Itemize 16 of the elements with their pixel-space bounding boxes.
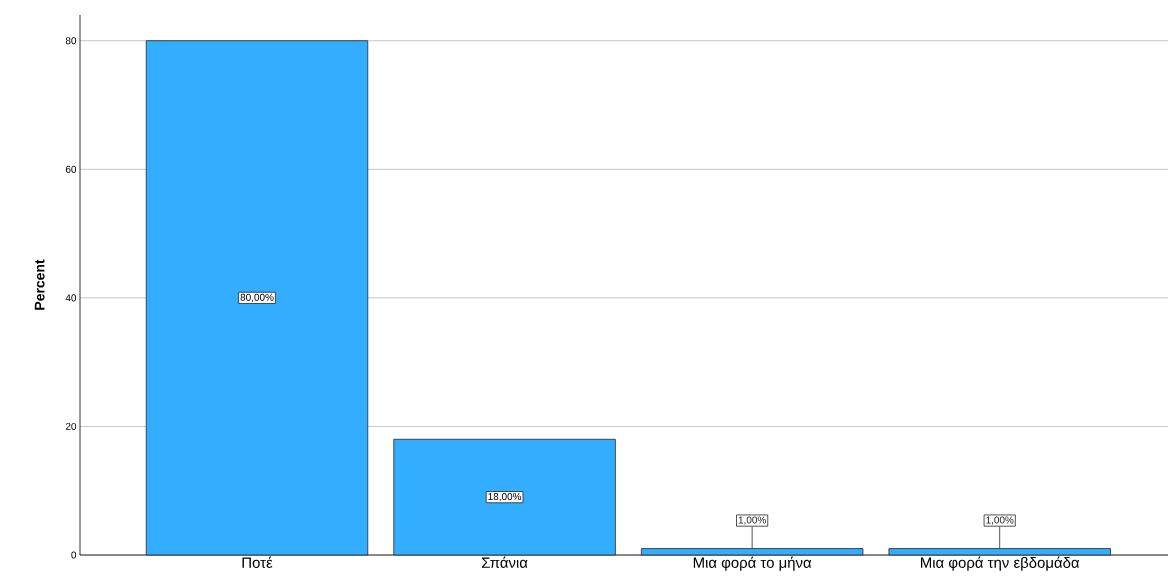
data-label: 18,00% (488, 493, 522, 502)
y-axis-title: Percent (34, 259, 45, 310)
bar (145, 40, 369, 556)
data-label: 1,00% (986, 516, 1014, 525)
x-tick-label: Ποτέ (242, 556, 273, 568)
data-label: 1,00% (738, 516, 766, 525)
y-tick-label: 0 (71, 551, 77, 559)
y-tick-label: 80 (65, 37, 77, 45)
bar (393, 438, 616, 556)
data-label: 80,00% (240, 293, 274, 302)
x-tick-label: Μια φορά την εβδομάδα (921, 556, 1080, 571)
y-tick-label: 60 (65, 165, 77, 173)
x-tick-label: Μια φορά το μήνα (693, 556, 812, 571)
y-tick-label: 40 (65, 294, 77, 302)
y-tick-label: 20 (65, 422, 77, 430)
x-tick-label: Σπάνια (482, 556, 528, 568)
